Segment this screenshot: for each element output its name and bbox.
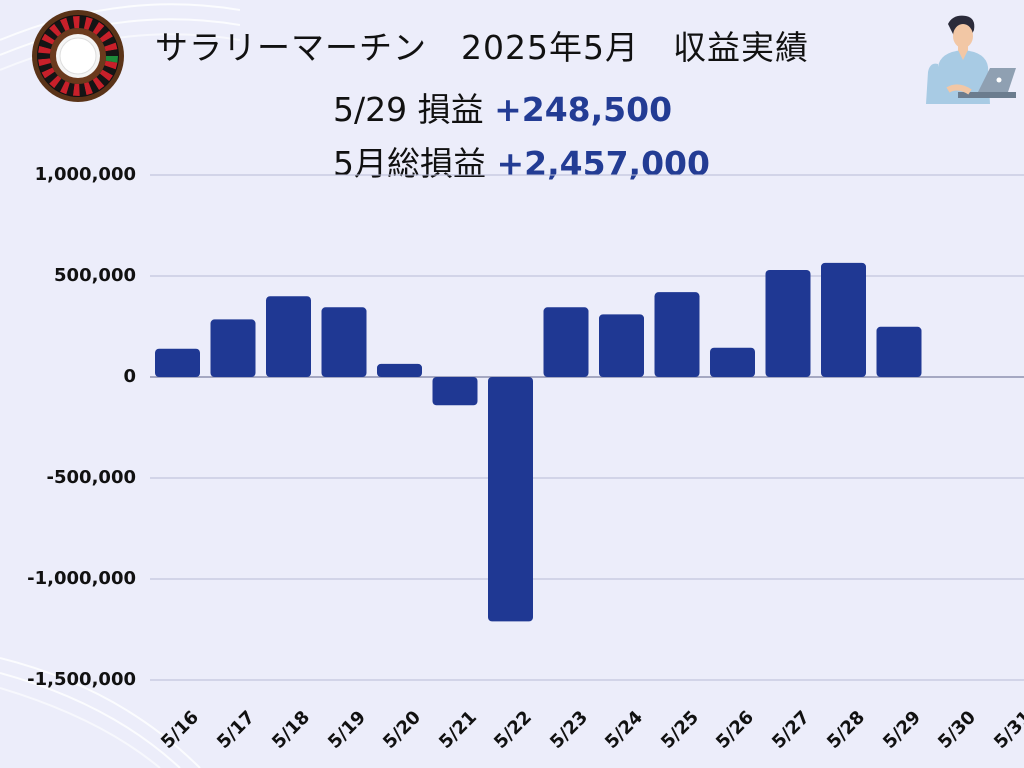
y-tick-label: 500,000: [54, 265, 136, 286]
daily-profit-value: +248,500: [494, 90, 673, 129]
y-tick-label: -1,500,000: [27, 669, 136, 690]
page-title: サラリーマーチン 2025年5月 収益実績: [155, 28, 809, 67]
bar-5-20: [377, 363, 422, 377]
y-tick-label: 0: [123, 366, 136, 387]
bar-5-16: [155, 348, 200, 377]
bar-5-17: [210, 319, 256, 377]
bar-5-29: [876, 326, 922, 377]
monthly-profit-value: +2,457,000: [496, 144, 710, 183]
y-tick-label: -1,000,000: [27, 568, 136, 589]
bar-5-28: [821, 262, 866, 377]
bar-5-18: [266, 296, 311, 377]
bar-5-23: [543, 307, 589, 377]
bar-5-22: [488, 377, 533, 622]
y-tick-label: 1,000,000: [34, 164, 136, 185]
bar-5-27: [765, 269, 811, 377]
bar-5-26: [710, 347, 755, 377]
bar-5-19: [321, 307, 367, 377]
bar-5-21: [432, 377, 478, 406]
monthly-profit-line: 5月総損益 +2,457,000: [333, 144, 710, 184]
monthly-profit-label: 5月総損益: [333, 144, 486, 183]
bar-5-25: [654, 292, 700, 377]
roulette-wheel-icon: [32, 10, 124, 102]
daily-profit-label: 5/29 損益: [333, 90, 484, 129]
man-with-laptop-icon: [926, 15, 1016, 104]
y-tick-label: -500,000: [46, 467, 136, 488]
daily-profit-line: 5/29 損益 +248,500: [333, 90, 672, 130]
bar-5-24: [599, 314, 644, 377]
